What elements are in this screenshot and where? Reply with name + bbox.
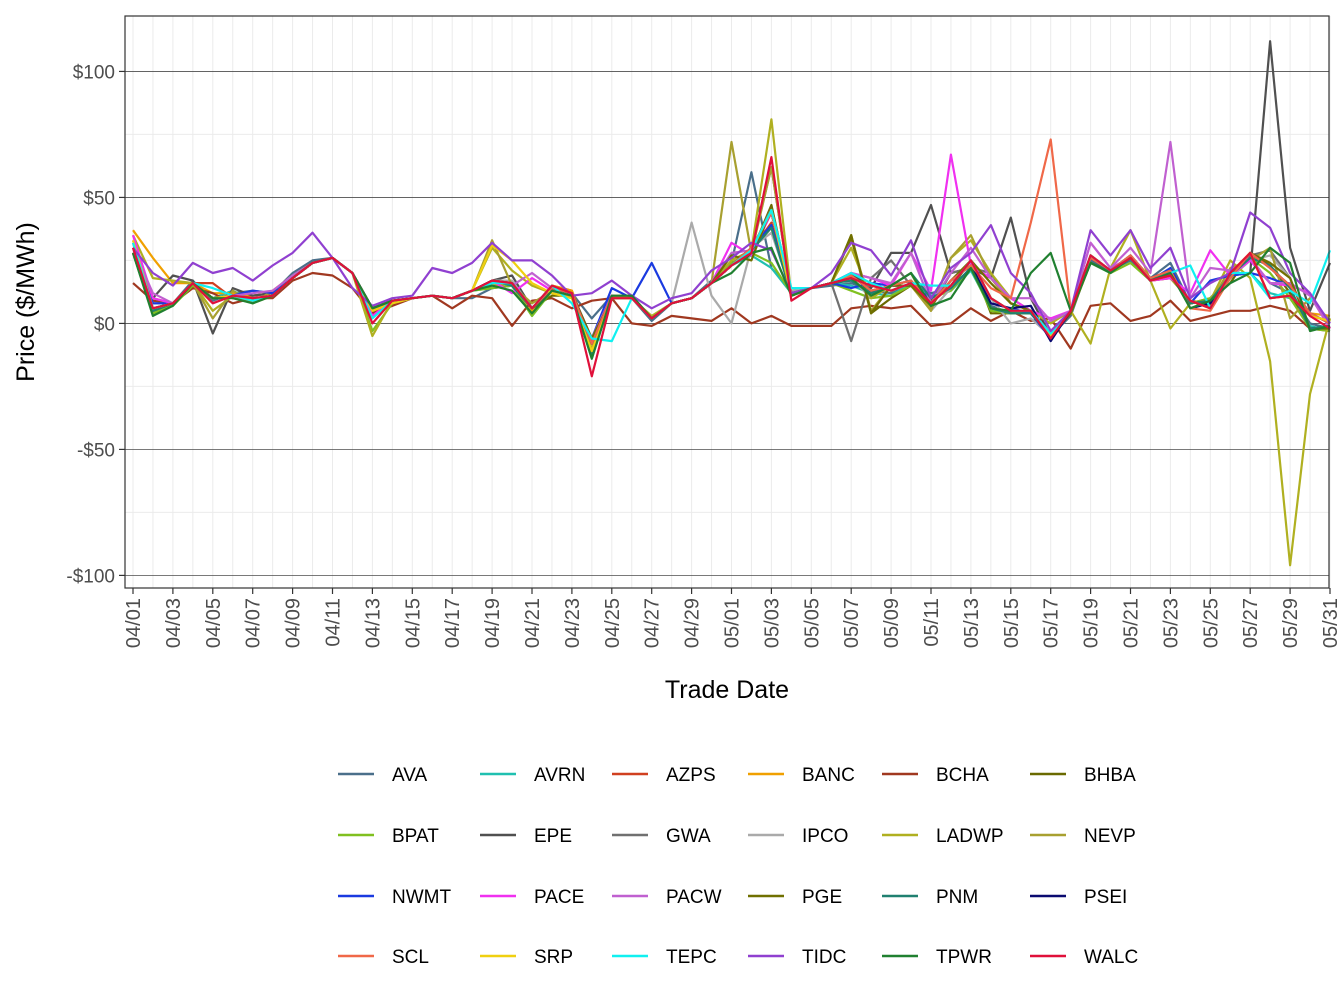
x-tick-label: 05/11 xyxy=(921,598,943,647)
x-tick-label: 04/25 xyxy=(602,598,624,648)
y-tick-label: $50 xyxy=(83,188,115,209)
legend-label: IPCO xyxy=(802,826,848,847)
legend-item-tpwr: TPWR xyxy=(882,947,992,968)
x-tick-label: 05/05 xyxy=(801,598,823,648)
x-tick-label: 04/27 xyxy=(642,598,664,648)
x-tick-label: 05/13 xyxy=(961,598,983,648)
legend-item-ava: AVA xyxy=(338,765,428,786)
x-axis: 04/01 04/03 04/05 04/07 04/09 04/11 04/13 04/15… xyxy=(123,588,1342,648)
x-tick-label: 04/13 xyxy=(362,598,384,648)
legend-item-epe: EPE xyxy=(480,826,572,847)
y-axis: -$100 -$50 $0 $50 $100 xyxy=(66,62,125,587)
legend-item-bcha: BCHA xyxy=(882,765,989,786)
series-lines xyxy=(131,40,1332,567)
legend-label: BPAT xyxy=(392,826,439,847)
legend-label: SRP xyxy=(534,947,573,968)
x-tick-label: 05/21 xyxy=(1121,598,1143,648)
legend-item-avrn: AVRN xyxy=(480,765,585,786)
legend: AVA AVRN AZPS BANC BCHA BHBA BPAT EPE GWA IPCO LAD… xyxy=(338,765,1138,968)
legend-label: AZPS xyxy=(666,765,716,786)
plot-border xyxy=(124,15,1330,589)
y-tick-label: $0 xyxy=(94,314,115,335)
legend-label: BHBA xyxy=(1084,765,1136,786)
legend-item-tidc: TIDC xyxy=(748,947,846,968)
legend-label: AVRN xyxy=(534,765,585,786)
x-tick-label: 04/01 xyxy=(123,598,145,648)
legend-item-nevp: NEVP xyxy=(1030,826,1136,847)
x-tick-label: 05/17 xyxy=(1041,598,1063,648)
x-tick-label: 05/25 xyxy=(1200,598,1222,648)
series-line-walc xyxy=(131,156,1331,378)
x-tick-label: 05/31 xyxy=(1320,598,1342,648)
legend-item-pace: PACE xyxy=(480,887,584,908)
legend-item-walc: WALC xyxy=(1030,947,1138,968)
y-tick-label: -$50 xyxy=(77,440,115,461)
y-axis-title: Price ($/MWh) xyxy=(12,222,40,382)
legend-label: PACW xyxy=(666,887,722,908)
legend-label: PNM xyxy=(936,887,978,908)
y-tick-label: -$100 xyxy=(66,566,115,587)
legend-item-bhba: BHBA xyxy=(1030,765,1136,786)
legend-item-gwa: GWA xyxy=(612,826,711,847)
x-tick-label: 05/23 xyxy=(1160,598,1182,648)
y-tick-label: $100 xyxy=(73,62,115,83)
legend-item-nwmt: NWMT xyxy=(338,887,451,908)
x-tick-label: 04/29 xyxy=(682,598,704,648)
x-tick-label: 05/29 xyxy=(1280,598,1302,648)
x-axis-title: Trade Date xyxy=(665,676,789,704)
legend-label: TPWR xyxy=(936,947,992,968)
legend-item-ladwp: LADWP xyxy=(882,826,1004,847)
x-tick-label: 04/05 xyxy=(203,598,225,648)
x-tick-label: 05/01 xyxy=(722,598,744,648)
legend-item-srp: SRP xyxy=(480,947,573,968)
x-tick-label: 05/07 xyxy=(841,598,863,648)
legend-item-scl: SCL xyxy=(338,947,429,968)
legend-label: BCHA xyxy=(936,765,989,786)
legend-item-bpat: BPAT xyxy=(338,826,439,847)
x-tick-label: 05/27 xyxy=(1240,598,1262,648)
legend-label: SCL xyxy=(392,947,429,968)
legend-item-pacw: PACW xyxy=(612,887,722,908)
x-tick-label: 04/19 xyxy=(482,598,504,648)
legend-label: NEVP xyxy=(1084,826,1136,847)
series-line-bcha xyxy=(132,271,1331,350)
legend-item-pnm: PNM xyxy=(882,887,978,908)
legend-label: WALC xyxy=(1084,947,1138,968)
x-tick-label: 04/11 xyxy=(323,598,345,647)
legend-label: AVA xyxy=(392,765,428,786)
legend-label: PSEI xyxy=(1084,887,1127,908)
x-tick-label: 04/15 xyxy=(402,598,424,648)
legend-label: NWMT xyxy=(392,887,451,908)
legend-label: LADWP xyxy=(936,826,1004,847)
legend-label: EPE xyxy=(534,826,572,847)
x-tick-label: 05/09 xyxy=(881,598,903,648)
minor-gridlines xyxy=(125,16,1331,588)
legend-item-pge: PGE xyxy=(748,887,842,908)
x-tick-label: 04/03 xyxy=(163,598,185,648)
legend-item-banc: BANC xyxy=(748,765,855,786)
x-tick-label: 05/19 xyxy=(1081,598,1103,648)
x-tick-label: 04/07 xyxy=(243,598,265,648)
major-gridlines xyxy=(125,71,1329,576)
legend-item-ipco: IPCO xyxy=(748,826,848,847)
legend-label: PGE xyxy=(802,887,842,908)
legend-label: GWA xyxy=(666,826,711,847)
legend-item-tepc: TEPC xyxy=(612,947,717,968)
x-tick-label: 05/03 xyxy=(761,598,783,648)
x-tick-label: 05/15 xyxy=(1001,598,1023,648)
legend-label: TIDC xyxy=(802,947,846,968)
legend-item-azps: AZPS xyxy=(612,765,716,786)
legend-label: PACE xyxy=(534,887,584,908)
x-tick-label: 04/23 xyxy=(562,598,584,648)
x-tick-label: 04/21 xyxy=(522,598,544,648)
legend-label: BANC xyxy=(802,765,855,786)
legend-label: TEPC xyxy=(666,947,717,968)
x-tick-label: 04/09 xyxy=(283,598,305,648)
legend-item-psei: PSEI xyxy=(1030,887,1127,908)
plot-panel xyxy=(125,16,1329,588)
x-tick-label: 04/17 xyxy=(442,598,464,648)
